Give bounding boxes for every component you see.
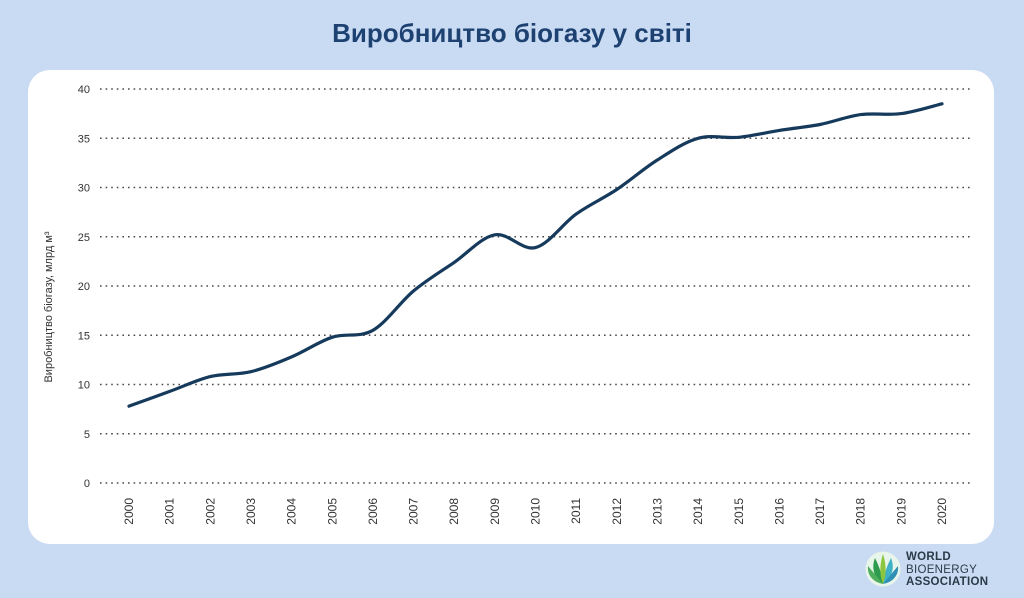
y-tick-label: 0 <box>84 478 90 490</box>
y-axis-label: Виробництво біогазу, млрд м³ <box>43 231 55 382</box>
x-tick-label: 2015 <box>732 498 746 525</box>
x-tick-label: 2017 <box>813 498 827 525</box>
x-tick-label: 2009 <box>488 498 502 525</box>
x-tick-label: 2020 <box>935 498 949 525</box>
x-tick-label: 2005 <box>325 498 339 525</box>
page-title: Виробництво біогазу у світі <box>332 18 692 48</box>
logo-text: WORLD BIOENERGY ASSOCIATION <box>906 551 988 589</box>
chart-card: 0 5 10 15 20 25 30 35 40 2000 2001 2002 2003 2004 200… <box>28 70 994 544</box>
x-tick-labels: 2000 2001 2002 2003 2004 2005 2006 2007 2008 2009… <box>122 498 949 525</box>
x-tick-label: 2012 <box>610 498 624 525</box>
leaf-globe-icon <box>865 551 901 587</box>
x-tick-label: 2018 <box>854 498 868 525</box>
logo-line-association: ASSOCIATION <box>906 576 989 588</box>
x-tick-label: 2010 <box>529 498 543 525</box>
y-tick-label: 15 <box>78 330 90 342</box>
x-tick-label: 2007 <box>407 498 421 525</box>
x-tick-label: 2001 <box>163 498 177 525</box>
y-tick-labels: 0 5 10 15 20 25 30 35 40 <box>78 84 90 490</box>
gridlines <box>100 88 973 484</box>
logo-line-bioenergy: BIOENERGY <box>906 563 978 576</box>
wba-logo: WORLD BIOENERGY ASSOCIATION <box>864 548 1014 592</box>
series-line <box>127 102 944 408</box>
y-tick-label: 10 <box>78 380 90 392</box>
y-tick-label: 40 <box>78 84 90 96</box>
x-tick-label: 2013 <box>650 498 664 525</box>
y-tick-label: 30 <box>78 183 90 195</box>
logo-line-world: WORLD <box>906 551 951 563</box>
x-tick-label: 2014 <box>691 498 705 525</box>
x-tick-label: 2008 <box>447 498 461 525</box>
x-tick-label: 2006 <box>366 498 380 525</box>
x-tick-label: 2019 <box>894 498 908 525</box>
x-tick-label: 2016 <box>772 498 786 525</box>
x-tick-label: 2011 <box>569 498 583 524</box>
y-tick-label: 35 <box>78 133 90 145</box>
y-tick-label: 5 <box>84 429 90 441</box>
x-tick-label: 2004 <box>285 498 299 525</box>
x-tick-label: 2002 <box>203 498 217 525</box>
y-tick-label: 20 <box>78 281 90 293</box>
x-tick-label: 2000 <box>122 498 136 525</box>
x-tick-label: 2003 <box>244 498 258 525</box>
y-tick-label: 25 <box>78 232 90 244</box>
